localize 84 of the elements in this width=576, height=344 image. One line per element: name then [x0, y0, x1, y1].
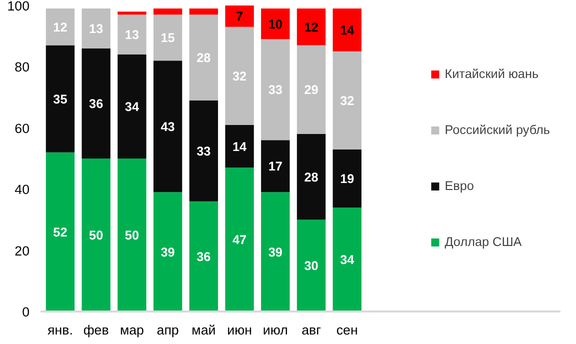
data-label: 52 [53, 225, 68, 240]
data-label: 36 [196, 250, 211, 264]
bar [261, 39, 290, 140]
data-label: 33 [268, 83, 282, 98]
bar [332, 149, 362, 208]
bar [189, 8, 218, 15]
bar [46, 152, 75, 312]
x-tick-label: сен [336, 322, 358, 338]
data-label: 32 [340, 94, 354, 108]
data-label: 10 [268, 17, 282, 32]
data-label: 32 [232, 69, 247, 84]
data-label: 12 [304, 20, 318, 34]
bar [261, 8, 290, 40]
bar [82, 48, 110, 158]
data-label: 12 [53, 20, 68, 34]
bar [332, 8, 362, 52]
bar [46, 8, 75, 46]
bar [153, 192, 182, 312]
data-label: 17 [268, 160, 282, 174]
bar [261, 140, 290, 192]
data-label: 34 [124, 100, 139, 114]
x-tick-label: июн [227, 322, 252, 338]
bar [118, 12, 146, 15]
data-label: 30 [304, 259, 318, 274]
y-tick-label: 60 [14, 120, 30, 136]
bar [296, 220, 326, 312]
data-label: 50 [89, 228, 104, 242]
data-label: 33 [196, 144, 211, 158]
bar [189, 201, 218, 312]
data-label: 50 [124, 228, 139, 242]
bar [332, 51, 362, 150]
data-label: 34 [340, 252, 354, 267]
data-label: 14 [340, 23, 354, 38]
x-tick-label: июл [262, 322, 288, 338]
data-label: 43 [160, 120, 175, 134]
data-label: 47 [232, 233, 247, 248]
data-label: 7 [236, 10, 244, 24]
bar [296, 134, 326, 220]
y-tick-label: 80 [14, 60, 30, 75]
legend-label: Доллар США [444, 235, 522, 249]
bar [82, 158, 110, 312]
data-label: 35 [53, 92, 68, 106]
bar [296, 8, 326, 46]
bar [118, 158, 146, 312]
data-label: 39 [268, 245, 282, 260]
data-label: 13 [124, 28, 139, 42]
bar [46, 45, 75, 152]
bar [225, 168, 254, 312]
bar [261, 192, 290, 312]
y-tick-label: 100 [7, 0, 30, 14]
bar [189, 14, 218, 100]
bar [153, 60, 182, 192]
data-label: 19 [340, 172, 354, 186]
bar [118, 14, 146, 54]
y-tick-label: 40 [14, 182, 30, 198]
x-tick-label: авг [302, 322, 322, 338]
legend-label: Российский рубль [444, 123, 550, 137]
x-tick-label: фев [83, 322, 109, 338]
bar [153, 14, 182, 61]
bar [332, 207, 362, 312]
data-label: 13 [89, 22, 104, 36]
legend-label: Евро [444, 179, 474, 193]
bar [118, 54, 146, 158]
bar [296, 45, 326, 134]
x-tick-label: янв. [48, 322, 73, 338]
bar [225, 124, 254, 168]
x-tick-label: мар [120, 322, 144, 338]
legend-label: Китайский юань [444, 67, 539, 81]
data-label: 15 [160, 31, 175, 46]
data-label: 29 [304, 83, 318, 98]
bar [189, 100, 218, 202]
bar [82, 8, 110, 48]
data-label: 36 [89, 96, 104, 111]
bar [225, 26, 254, 125]
y-tick-label: 20 [14, 243, 30, 258]
x-tick-label: апр [156, 322, 179, 338]
data-label: 39 [160, 245, 175, 260]
data-label: 14 [232, 140, 247, 154]
x-tick-label: май [192, 322, 216, 338]
bar [153, 8, 182, 15]
bar [225, 6, 254, 27]
data-label: 28 [196, 51, 211, 66]
data-label: 28 [304, 170, 318, 184]
y-tick-label: 0 [22, 304, 30, 320]
